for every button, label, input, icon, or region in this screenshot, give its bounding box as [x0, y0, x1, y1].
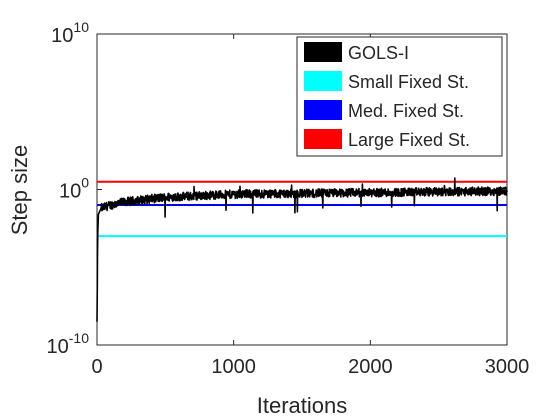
- legend-label: GOLS-I: [348, 43, 409, 63]
- legend-swatch: [304, 100, 342, 120]
- x-tick-label: 3000: [485, 356, 530, 378]
- legend-label: Large Fixed St.: [348, 130, 470, 150]
- x-tick-label: 1000: [211, 356, 256, 378]
- series-0-line: [96, 177, 508, 322]
- legend-swatch: [304, 42, 342, 62]
- legend-swatch: [304, 129, 342, 149]
- legend-label: Med. Fixed St.: [348, 101, 464, 121]
- y-tick-label: 1010: [51, 19, 89, 47]
- x-tick-label: 0: [91, 356, 102, 378]
- legend-label: Small Fixed St.: [348, 72, 469, 92]
- x-axis-label: Iterations: [257, 393, 348, 418]
- x-tick-label: 2000: [348, 356, 393, 378]
- series-layer: [96, 177, 508, 322]
- y-tick-label: 100: [59, 175, 89, 203]
- legend-swatch: [304, 71, 342, 91]
- y-tick-label: 10-10: [47, 330, 90, 358]
- legend: GOLS-I Small Fixed St. Med. Fixed St. Large…: [296, 36, 503, 157]
- y-axis-label: Step size: [7, 145, 32, 236]
